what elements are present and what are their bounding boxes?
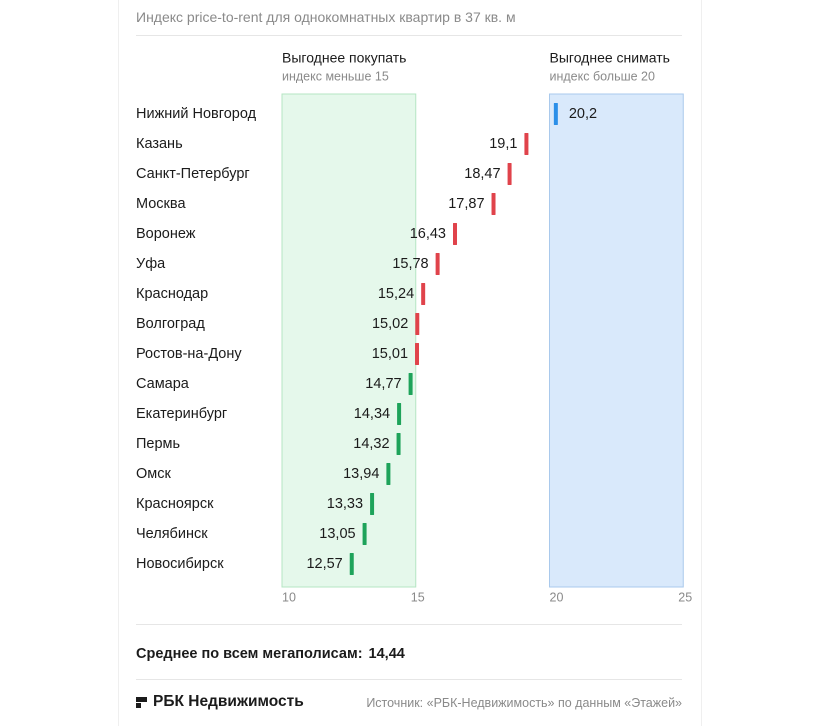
- brand-name: РБК Недвижимость: [153, 693, 304, 710]
- bar-marker: [349, 553, 354, 575]
- category-label: Краснодар: [136, 286, 208, 302]
- divider-footer: [136, 679, 682, 680]
- bar-marker: [453, 223, 458, 245]
- x-tick-25: 25: [678, 590, 692, 604]
- category-label: Челябинск: [136, 526, 208, 542]
- value-label: 14,34: [354, 406, 390, 422]
- chart-subtitle: Индекс price-to-rent для однокомнатных к…: [136, 9, 516, 25]
- zone-0-subtitle: индекс меньше 15: [282, 69, 389, 83]
- category-label: Санкт-Петербург: [136, 166, 250, 182]
- divider-top: [136, 35, 682, 36]
- category-label: Москва: [136, 196, 186, 212]
- x-tick-10: 10: [282, 590, 296, 604]
- category-label: Пермь: [136, 436, 180, 452]
- bar-marker: [386, 463, 391, 485]
- value-label: 14,77: [365, 376, 401, 392]
- category-label: Ростов-на-Дону: [136, 346, 242, 362]
- bar-marker: [507, 163, 512, 185]
- category-label: Омск: [136, 466, 171, 482]
- average-value: 14,44: [368, 646, 405, 662]
- source-note: Источник: «РБК-Недвижимость» по данным «…: [366, 696, 682, 710]
- bar-marker: [370, 493, 375, 515]
- category-label: Уфа: [136, 256, 166, 272]
- average-line: Среднее по всем мегаполисам: 14,44: [136, 646, 405, 662]
- category-label: Самара: [136, 376, 190, 392]
- bar-marker: [491, 193, 496, 215]
- category-label: Волгоград: [136, 316, 205, 332]
- bar-marker: [553, 103, 558, 125]
- bar-marker: [435, 253, 440, 275]
- value-label: 15,01: [372, 346, 408, 362]
- bar-marker: [415, 313, 420, 335]
- category-label: Екатеринбург: [136, 406, 227, 422]
- bar-marker: [397, 403, 402, 425]
- bar-marker: [408, 373, 413, 395]
- chart-svg: Выгоднее покупать индекс меньше 15 Выгодне…: [136, 50, 692, 605]
- value-label: 13,94: [343, 466, 379, 482]
- value-label: 19,1: [489, 136, 517, 152]
- divider-chart-bottom: [136, 624, 682, 625]
- value-label: 12,57: [306, 556, 342, 572]
- brand-mark-icon: [136, 696, 147, 708]
- value-label: 15,02: [372, 316, 408, 332]
- value-label: 13,33: [327, 496, 363, 512]
- value-label: 16,43: [410, 226, 446, 242]
- chart-card: [118, 0, 702, 726]
- value-label: 17,87: [448, 196, 484, 212]
- category-label: Казань: [136, 136, 183, 152]
- value-label: 15,24: [378, 286, 414, 302]
- bar-marker: [421, 283, 426, 305]
- bar-marker: [415, 343, 420, 365]
- value-label: 15,78: [392, 256, 428, 272]
- zone-1-area: [549, 93, 684, 588]
- bar-marker: [524, 133, 529, 155]
- average-label: Среднее по всем мегаполисам:: [136, 646, 363, 662]
- zone-1-title: Выгоднее снимать: [550, 50, 670, 66]
- zone-0-title: Выгоднее покупать: [282, 50, 406, 66]
- x-tick-20: 20: [550, 590, 564, 604]
- bar-marker: [362, 523, 367, 545]
- zone-0-area: [281, 93, 417, 588]
- category-label: Новосибирск: [136, 556, 224, 572]
- bar-marker: [396, 433, 401, 455]
- value-label: 14,32: [353, 436, 389, 452]
- x-tick-15: 15: [411, 590, 425, 604]
- zone-1-subtitle: индекс больше 20: [550, 69, 656, 83]
- category-label: Красноярск: [136, 496, 214, 512]
- category-label: Воронеж: [136, 226, 196, 242]
- category-label: Нижний Новгород: [136, 106, 257, 122]
- brand-logo: РБК Недвижимость: [136, 693, 304, 711]
- value-label: 13,05: [319, 526, 355, 542]
- value-label: 18,47: [464, 166, 500, 182]
- value-label: 20,2: [569, 106, 597, 122]
